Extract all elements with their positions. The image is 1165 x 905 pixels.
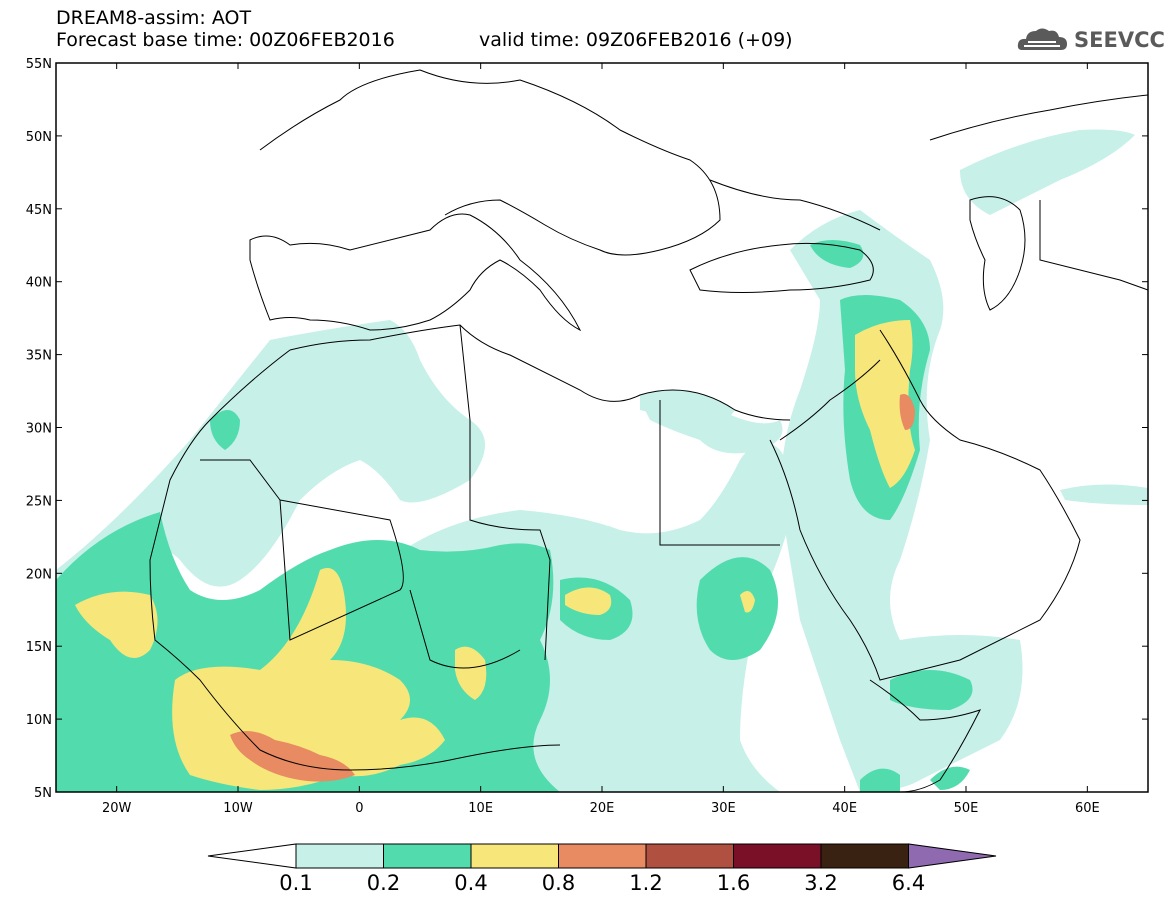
colorbar-right-arrow [908, 843, 997, 869]
colorbar-label: 6.4 [892, 871, 925, 895]
lat-label: 50N [26, 130, 52, 145]
lon-label: 20W [102, 801, 132, 816]
country-borders [149, 69, 1148, 792]
lon-label: 60E [1075, 801, 1100, 816]
lat-label: 40N [26, 276, 52, 291]
valid-time-text: valid time: 09Z06FEB2016 (+09) [479, 29, 793, 51]
lat-label: 15N [26, 640, 52, 655]
colorbar-label: 0.8 [542, 871, 575, 895]
colorbar-label: 1.2 [629, 871, 662, 895]
colorbar-box [645, 843, 734, 869]
lat-label: 25N [26, 494, 52, 509]
lat-label: 30N [26, 422, 52, 437]
longitude-axis: 20W 10W 0 10E 20E 30E 40E 50E 60E [102, 63, 1100, 816]
map-title: DREAM8-assim: AOT [56, 7, 252, 29]
aot-colorbar: 0.1 0.2 0.4 0.8 1.2 1.6 3.2 6.4 [207, 843, 997, 895]
colorbar-box [295, 843, 384, 869]
lon-label: 10W [223, 801, 253, 816]
colorbar-box [383, 843, 472, 869]
forecast-base-time: Forecast base time: 00Z06FEB2016 valid ti… [56, 29, 793, 51]
latitude-axis: 55N 50N 45N 40N 35N 30N 25N 20N 15N 10N 5N [26, 57, 1148, 801]
base-time-text: Forecast base time: 00Z06FEB2016 [56, 29, 395, 51]
lat-label: 55N [26, 57, 52, 72]
colorbar-box [558, 843, 647, 869]
cloud-icon [1017, 28, 1067, 50]
colorbar-box [470, 843, 559, 869]
lon-label: 50E [954, 801, 979, 816]
lat-label: 20N [26, 567, 52, 582]
logo-text: SEEVCCC [1074, 28, 1165, 52]
lon-label: 30E [711, 801, 736, 816]
colorbar-box [733, 843, 822, 869]
lon-label: 0 [355, 801, 363, 816]
lat-label: 45N [26, 203, 52, 218]
colorbar-left-arrow [207, 843, 297, 869]
seevccc-logo: SEEVCCC [1016, 22, 1165, 56]
lat-label: 35N [26, 349, 52, 364]
colorbar-label: 3.2 [804, 871, 837, 895]
lat-label: 5N [34, 786, 52, 801]
lon-label: 10E [468, 801, 493, 816]
lon-label: 40E [832, 801, 857, 816]
lat-label: 10N [26, 713, 52, 728]
colorbar-box [820, 843, 909, 869]
colorbar-label: 0.1 [279, 871, 312, 895]
colorbar-label: 0.4 [454, 871, 487, 895]
lon-label: 20E [590, 801, 615, 816]
colorbar-label: 0.2 [367, 871, 400, 895]
colorbar-label: 1.6 [717, 871, 750, 895]
